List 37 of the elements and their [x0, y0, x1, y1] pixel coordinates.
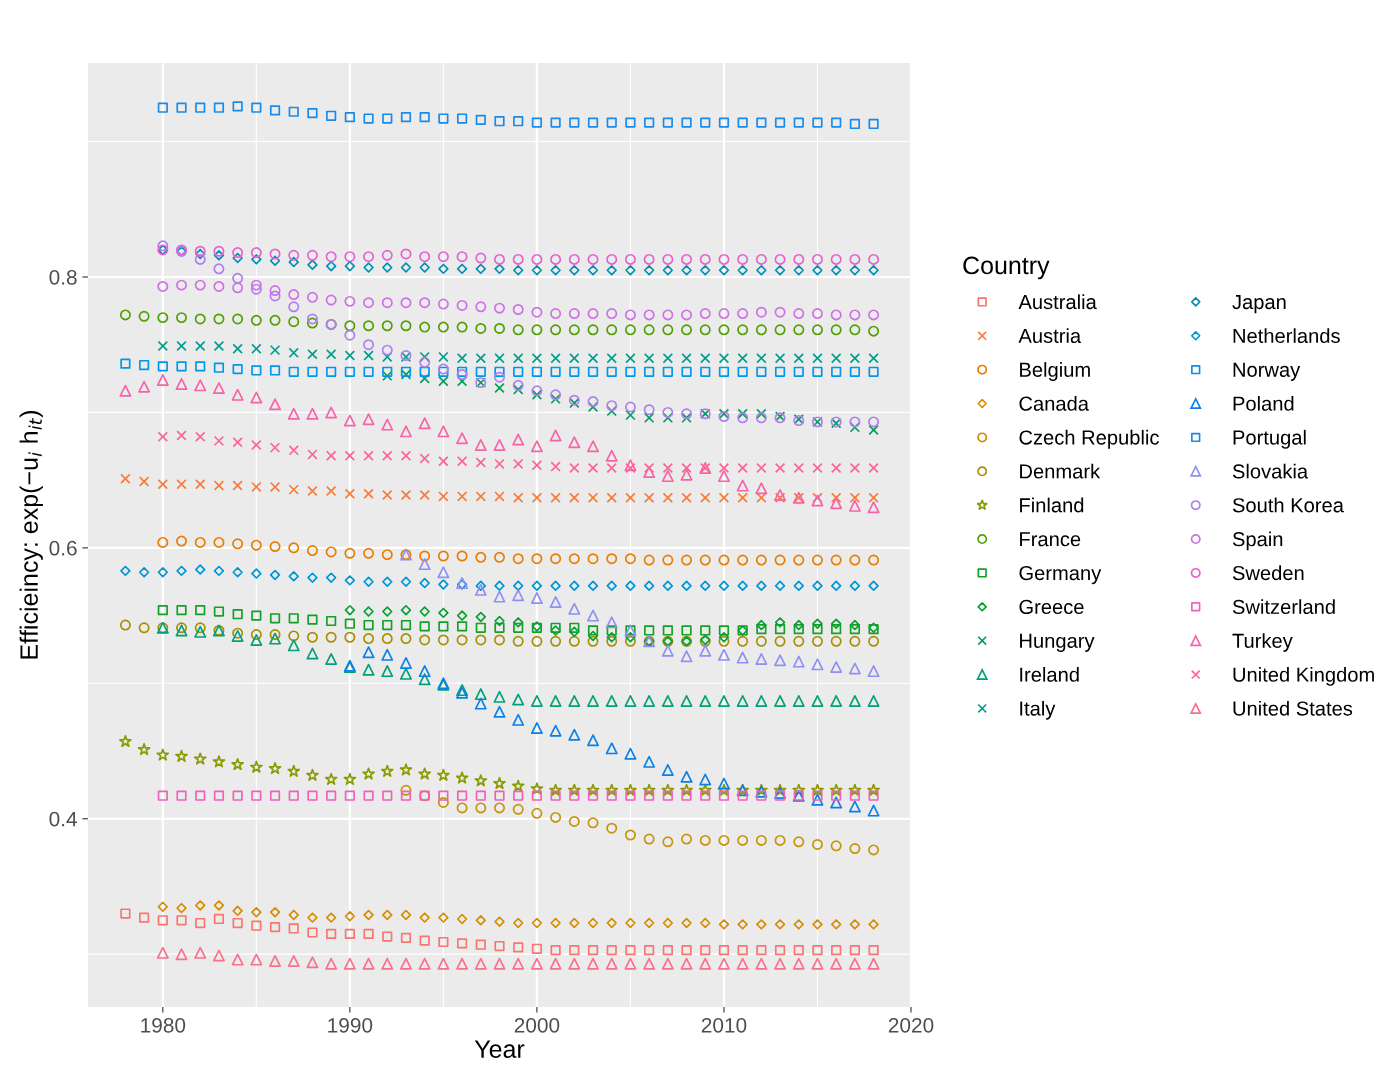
legend-label: France	[1020, 532, 1081, 547]
legend-label: Italy	[1020, 700, 1056, 720]
legend-label: Ireland	[1020, 667, 1079, 682]
legend-label: Germany	[1019, 565, 1102, 585]
legend-label: Netherlands	[1233, 328, 1340, 344]
legend-label: Finland	[1020, 497, 1084, 513]
legend-title: Country	[963, 256, 1050, 280]
legend-label: Hungary	[1020, 633, 1095, 652]
legend-label: Japan	[1232, 295, 1286, 314]
legend-label: Slovakia	[1232, 463, 1309, 479]
x-tick-label: 2020	[888, 1017, 934, 1033]
legend-label: Switzerland	[1232, 599, 1335, 615]
legend-label: United Kingdom	[1233, 667, 1374, 686]
x-axis-title: Year	[474, 1040, 525, 1058]
x-tick-label: 2000	[514, 1017, 560, 1033]
legend-label: United States	[1233, 700, 1353, 716]
legend-label: Sweden	[1232, 565, 1304, 581]
legend-label: Poland	[1233, 395, 1294, 411]
y-axis-title: Efficieincy: exp(−u$_{i}$ h$_{it}$)	[19, 411, 43, 659]
y-tick-label: 0.8	[49, 269, 77, 285]
legend-label: Norway	[1233, 362, 1301, 381]
x-tick-label: 1990	[328, 1017, 373, 1033]
legend-label: Spain	[1232, 531, 1283, 551]
legend-label: Greece	[1019, 599, 1084, 615]
legend-label: Canada	[1019, 395, 1089, 411]
y-tick-label: 0.4	[49, 811, 77, 827]
legend-label: Australia	[1018, 294, 1097, 310]
legend-label: South Korea	[1232, 497, 1344, 513]
y-tick-label: 0.6	[49, 540, 77, 556]
legend-label: Czech Republic	[1019, 429, 1159, 449]
legend-label: Turkey	[1232, 633, 1293, 652]
x-tick-label: 1980	[141, 1017, 186, 1033]
legend-label: Belgium	[1020, 362, 1090, 381]
legend-label: Austria	[1018, 328, 1082, 344]
x-tick-label: 2010	[701, 1017, 747, 1033]
legend-label: Portugal	[1233, 429, 1306, 449]
legend-label: Denmark	[1020, 463, 1101, 479]
